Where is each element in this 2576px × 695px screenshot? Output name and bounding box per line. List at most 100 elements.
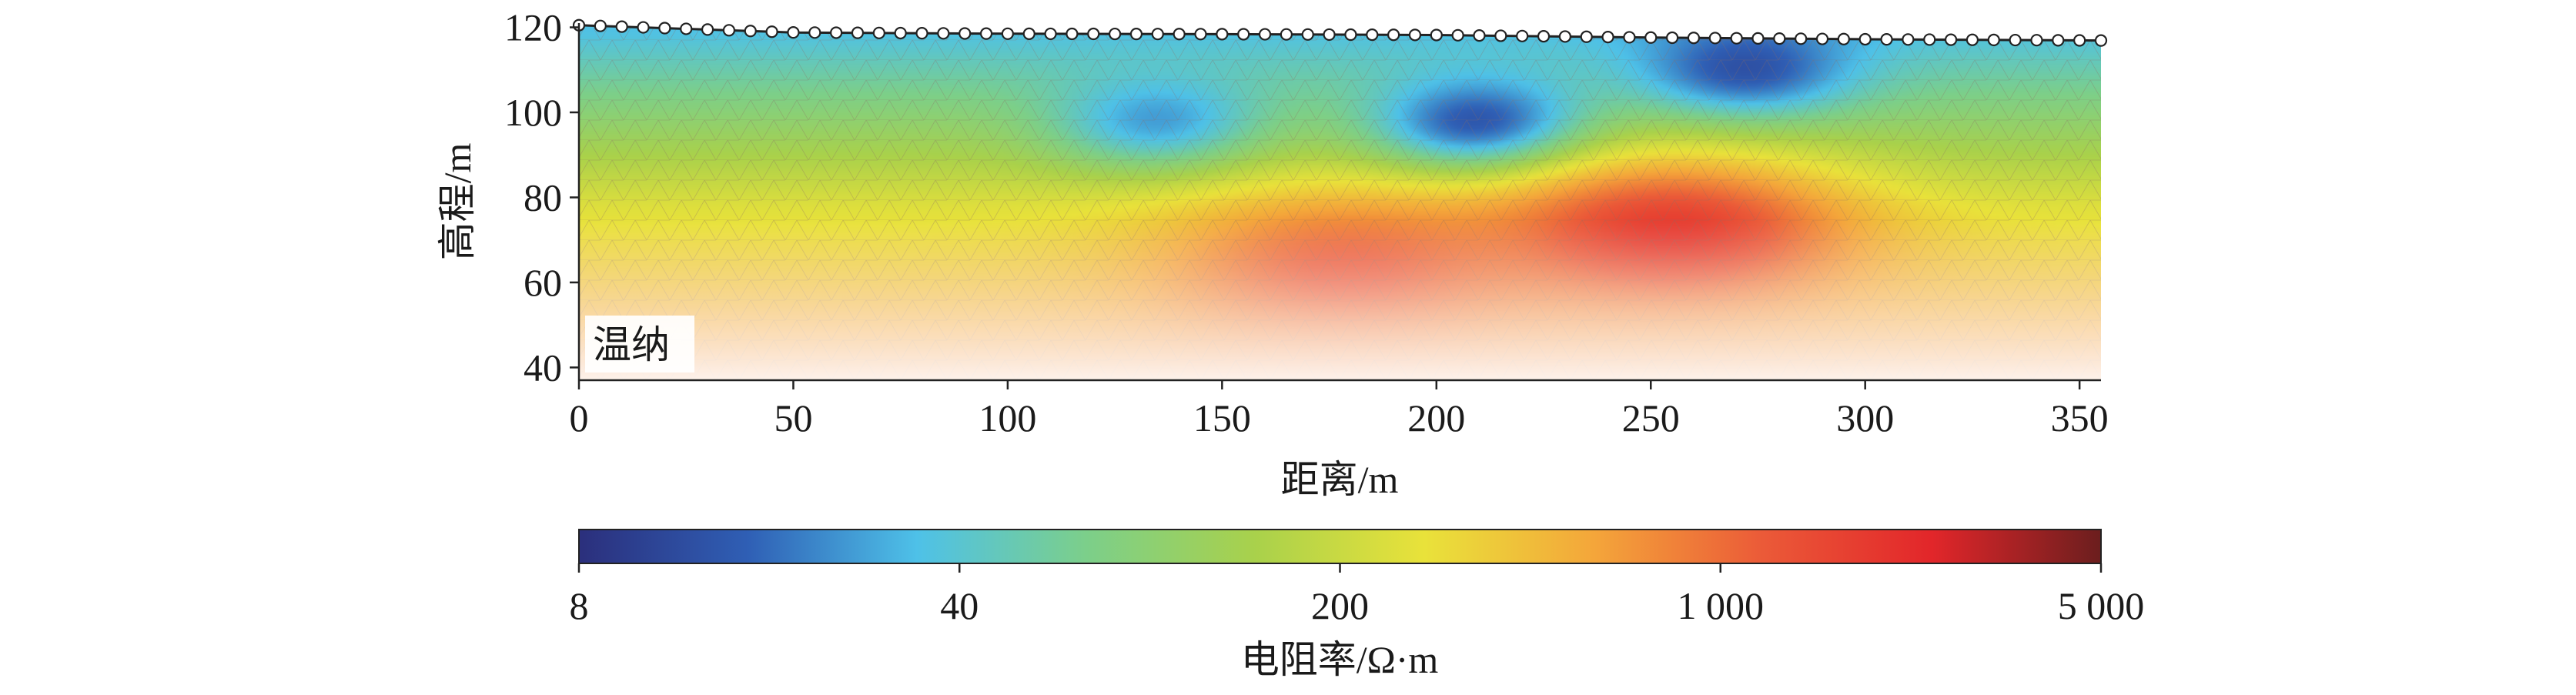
electrode <box>722 24 736 37</box>
electrode <box>744 25 757 38</box>
electrode <box>1601 31 1614 44</box>
electrode <box>1987 33 2000 46</box>
x-tick-label: 250 <box>1622 396 1680 439</box>
electrode <box>830 26 843 39</box>
electrode <box>979 27 993 40</box>
electrode <box>1216 28 1229 41</box>
electrode <box>1665 31 1679 45</box>
electrode <box>1880 33 1893 46</box>
y-tick-label: 120 <box>504 6 562 49</box>
depth-fade <box>579 25 2101 380</box>
electrode <box>1730 32 1743 45</box>
colorbar-tick-label: 5 000 <box>2058 584 2145 627</box>
electrode <box>680 22 693 35</box>
colorbar-ticks: 8 40 200 1 000 5 000 <box>570 563 2145 627</box>
electrode <box>1366 28 1379 42</box>
x-tick-label: 200 <box>1407 396 1465 439</box>
electrode <box>1751 32 1765 45</box>
electrode <box>787 26 800 39</box>
colorbar-tick-label: 40 <box>940 584 979 627</box>
x-axis-ticks: 0 50 100 150 200 250 300 350 <box>570 380 2109 439</box>
electrode <box>1087 27 1100 41</box>
electrode <box>1301 28 1314 41</box>
electrode <box>1944 33 1958 46</box>
electrode <box>594 19 607 32</box>
electrode <box>1837 32 1850 45</box>
x-tick-label: 50 <box>774 396 812 439</box>
electrode <box>701 23 714 36</box>
electrode <box>1408 28 1422 42</box>
electrode <box>2094 34 2108 47</box>
electrode <box>1430 28 1443 42</box>
x-axis-label: 距离/m <box>1281 458 1399 501</box>
electrode <box>658 22 671 35</box>
electrode <box>2073 34 2086 47</box>
electrode <box>1258 28 1272 41</box>
electrode <box>1923 33 1936 46</box>
electrode <box>958 27 972 40</box>
electrode <box>1558 30 1571 43</box>
y-axis-ticks: 40 60 80 100 120 <box>504 6 579 389</box>
electrode <box>1902 33 1915 46</box>
electrode <box>1323 28 1336 42</box>
colorbar-tick-label: 200 <box>1311 584 1369 627</box>
y-axis-label: 高程/m <box>436 143 479 261</box>
electrode <box>1537 30 1551 43</box>
electrode <box>937 27 950 40</box>
electrode <box>1194 28 1207 41</box>
electrode <box>1451 28 1464 42</box>
electrode <box>1708 32 1721 45</box>
x-tick-label: 150 <box>1193 396 1251 439</box>
electrode <box>1858 32 1872 46</box>
electrode <box>1109 27 1122 41</box>
electrode <box>1815 32 1829 45</box>
electrode <box>2009 33 2022 47</box>
electrode <box>1173 28 1186 41</box>
electrode <box>1623 31 1636 44</box>
electrode <box>765 25 778 38</box>
electrode <box>1580 30 1593 43</box>
colorbar-gradient <box>578 529 2102 564</box>
electrode <box>1151 28 1164 41</box>
electrode <box>1066 27 1079 41</box>
electrode <box>1687 32 1701 45</box>
electrode <box>1022 27 1035 40</box>
electrode <box>1773 32 1786 45</box>
electrode <box>1387 28 1400 42</box>
electrode <box>1473 29 1486 42</box>
x-tick-label: 300 <box>1836 396 1894 439</box>
electrode <box>2030 34 2043 47</box>
electrode <box>1344 28 1357 42</box>
electrode <box>1795 32 1808 45</box>
electrode <box>808 26 821 39</box>
electrode <box>1644 31 1658 44</box>
colorbar-label: 电阻率/Ω·m <box>1241 638 1439 681</box>
electrode <box>915 27 928 40</box>
electrode <box>1129 28 1143 41</box>
electrode <box>894 26 907 40</box>
annotation-box <box>585 316 694 373</box>
y-tick-label: 100 <box>504 91 562 134</box>
y-tick-label: 80 <box>524 175 562 219</box>
plot-area: 温纳 <box>572 18 2108 380</box>
electrode <box>1516 29 1529 42</box>
y-tick-label: 60 <box>524 261 562 304</box>
electrode <box>1965 33 1979 46</box>
electrode <box>2052 34 2065 47</box>
method-annotation: 温纳 <box>593 323 670 366</box>
y-tick-label: 40 <box>524 346 562 389</box>
electrode <box>851 26 865 39</box>
colorbar-tick-label: 1 000 <box>1678 584 1765 627</box>
electrode <box>615 20 628 33</box>
colorbar: 8 40 200 1 000 5 000 电阻率/Ω·m <box>570 529 2145 681</box>
electrode <box>637 21 650 34</box>
x-tick-label: 350 <box>2051 396 2109 439</box>
electrode <box>1494 29 1507 42</box>
x-tick-label: 100 <box>979 396 1036 439</box>
colorbar-tick-label: 8 <box>570 584 589 627</box>
electrode <box>1280 28 1293 41</box>
electrode-markers <box>572 18 2108 47</box>
